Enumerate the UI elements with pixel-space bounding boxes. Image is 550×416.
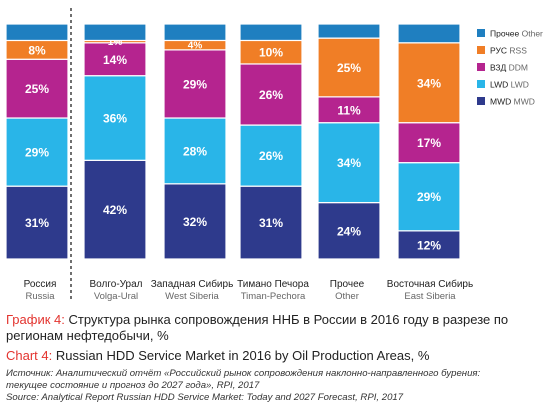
bar-segment-lwd-4: [317, 122, 381, 204]
bar-segment-mwd-2: [163, 183, 227, 260]
bar-value-label: 25%: [25, 82, 49, 96]
bar-segment-ddm-1: [83, 42, 147, 77]
bar-segment-mwd-5: [397, 230, 461, 260]
bar-value-label: 29%: [183, 77, 207, 91]
bar-value-label: 12%: [417, 238, 441, 252]
category-label-en: Timan-Pechora: [241, 291, 306, 302]
bar-value-label: 10%: [259, 46, 283, 60]
source-line-3: Source: Analytical Report Russian HDD Se…: [6, 392, 404, 403]
bar-segment-lwd-0: [5, 117, 69, 187]
legend-swatch-other: [477, 29, 485, 37]
legend-label-rss: РУС RSS: [490, 46, 527, 56]
category-label-en: Russia: [25, 291, 55, 302]
bar-segment-mwd-0: [5, 185, 69, 260]
caption-ru: График 4: Структура рынка сопровождения …: [6, 312, 546, 344]
bar-value-label: 11%: [337, 103, 361, 117]
caption-en-text: Russian HDD Service Market in 2016 by Oi…: [55, 348, 430, 363]
bar-value-label: 24%: [337, 224, 361, 238]
bar-segment-mwd-4: [317, 202, 381, 260]
legend-label-ddm: ВЗД DDM: [490, 63, 528, 73]
legend-label-lwd: LWD LWD: [490, 80, 529, 90]
bar-value-label: 4%: [188, 41, 203, 52]
source-line-1: Источник: Аналитический отчёт «Российски…: [6, 368, 481, 379]
bar-segment-lwd-1: [83, 75, 147, 161]
bar-value-label: 29%: [417, 190, 441, 204]
bar-segment-rss-4: [317, 37, 381, 98]
bar-value-label: 28%: [183, 144, 207, 158]
bar-segment-other-3: [239, 23, 303, 42]
bar-value-label: 32%: [183, 215, 207, 229]
caption-en-label: Chart 4:: [6, 348, 53, 363]
bar-segment-ddm-4: [317, 96, 381, 124]
legend-swatch-mwd: [477, 97, 485, 105]
bar-segment-ddm-5: [397, 122, 461, 164]
legend-swatch-rss: [477, 46, 485, 54]
bar-value-label: 17%: [417, 136, 441, 150]
category-label-ru: Западная Сибирь: [151, 278, 234, 290]
bar-value-label: 1%: [108, 37, 123, 48]
category-label-en: East Siberia: [404, 291, 456, 302]
category-label-ru: Россия: [24, 279, 57, 290]
bar-value-label: 34%: [417, 76, 441, 90]
source-line-2: текущее состояние и прогноз до 2027 года…: [6, 380, 260, 391]
source-note: Источник: Аналитический отчёт «Российски…: [6, 368, 546, 404]
category-label-ru: Волго-Урал: [89, 279, 142, 290]
legend-label-mwd: MWD MWD: [490, 97, 535, 107]
legend-swatch-ddm: [477, 63, 485, 71]
bar-value-label: 26%: [259, 88, 283, 102]
bar-value-label: 14%: [103, 53, 127, 67]
bar-segment-mwd-3: [239, 185, 303, 260]
caption-ru-text: Структура рынка сопровождения ННБ в Росс…: [6, 312, 509, 343]
bar-segment-other-1: [83, 23, 147, 42]
bar-value-label: 34%: [337, 156, 361, 170]
bar-segment-lwd-2: [163, 117, 227, 185]
category-label-en: West Siberia: [165, 291, 219, 302]
bar-value-label: 31%: [25, 216, 49, 230]
category-label-ru: Прочее: [330, 279, 365, 290]
bar-segment-other-5: [397, 23, 461, 44]
bar-value-label: 25%: [337, 61, 361, 75]
bar-segment-ddm-2: [163, 49, 227, 119]
bar-value-label: 8%: [28, 43, 46, 57]
legend-label-other: Прочее Other: [490, 29, 543, 39]
category-label-en: Other: [335, 291, 359, 302]
bar-segment-lwd-5: [397, 162, 461, 232]
bar-value-label: 36%: [103, 112, 127, 126]
bar-value-label: 29%: [25, 146, 49, 160]
bar-segment-other-4: [317, 23, 381, 39]
caption-en: Chart 4: Russian HDD Service Market in 2…: [6, 348, 546, 364]
bar-value-label: 42%: [103, 203, 127, 217]
legend-swatch-lwd: [477, 80, 485, 88]
bar-segment-mwd-1: [83, 159, 147, 260]
bar-segment-rss-5: [397, 42, 461, 124]
caption-ru-label: График 4:: [6, 312, 65, 327]
bar-segment-other-2: [163, 23, 227, 42]
bar-segment-ddm-3: [239, 63, 303, 126]
bar-value-label: 26%: [259, 149, 283, 163]
bar-value-label: 31%: [259, 216, 283, 230]
category-label-en: Volga-Ural: [94, 291, 138, 302]
bar-segment-other-0: [5, 23, 69, 42]
category-label-ru: Восточная Сибирь: [387, 278, 473, 290]
category-label-ru: Тимано Печора: [237, 279, 309, 290]
bar-segment-lwd-3: [239, 124, 303, 187]
